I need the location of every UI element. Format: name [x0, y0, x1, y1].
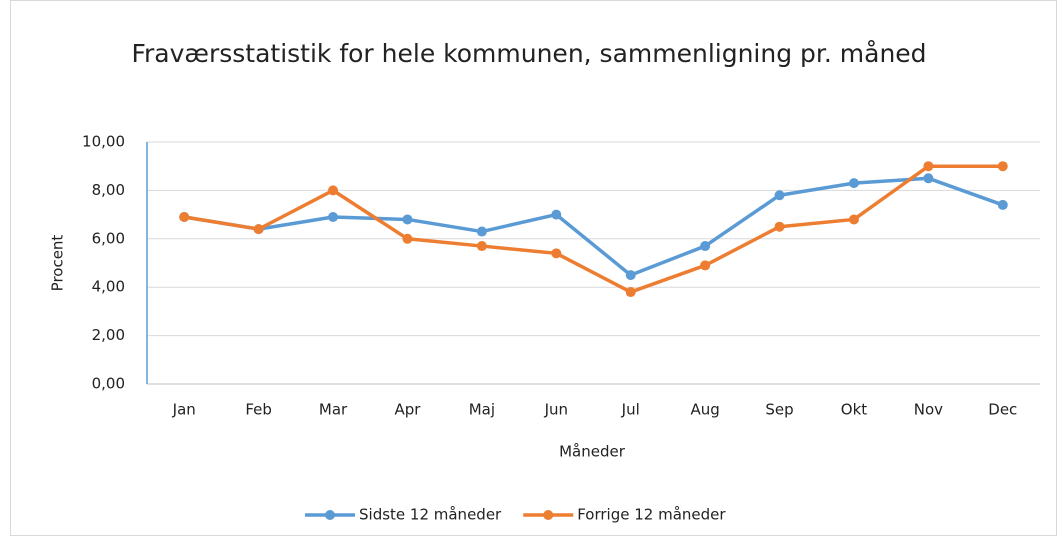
legend-label: Sidste 12 måneder	[359, 506, 502, 524]
legend-marker	[325, 510, 335, 520]
chart-title: Fraværsstatistik for hele kommunen, samm…	[131, 39, 927, 68]
data-point	[328, 185, 339, 196]
data-point	[923, 161, 934, 172]
x-tick-label: Okt	[841, 401, 867, 419]
data-point	[253, 224, 264, 235]
x-tick-label: Aug	[690, 401, 719, 419]
data-point	[476, 241, 487, 252]
data-point	[700, 260, 711, 271]
series-line	[183, 164, 1003, 294]
x-tick-label: Apr	[394, 401, 421, 419]
data-point	[997, 199, 1008, 210]
data-point	[848, 178, 859, 189]
data-point	[625, 287, 636, 298]
data-point	[625, 270, 636, 281]
x-tick-label: Dec	[988, 401, 1017, 419]
y-tick-label: 8,00	[92, 181, 125, 199]
x-tick-label: Jul	[621, 401, 640, 419]
data-point	[476, 226, 487, 237]
data-point	[551, 248, 562, 259]
x-tick-label: Feb	[245, 401, 272, 419]
y-tick-label: 6,00	[92, 229, 125, 247]
x-tick-label: Jan	[172, 401, 196, 419]
data-point	[923, 173, 934, 184]
data-point	[179, 212, 190, 223]
data-point	[402, 233, 413, 244]
x-tick-label: Jun	[544, 401, 568, 419]
y-tick-label: 4,00	[92, 278, 125, 296]
x-axis-label: Måneder	[559, 443, 626, 461]
series-line	[183, 176, 1004, 277]
chart-border	[10, 0, 1057, 536]
x-tick-label: Mar	[319, 401, 348, 419]
data-point	[551, 209, 562, 220]
y-axis-label: Procent	[49, 235, 67, 292]
data-point	[402, 214, 413, 225]
y-tick-label: 2,00	[92, 326, 125, 344]
data-point	[328, 212, 339, 223]
y-tick-label: 0,00	[92, 375, 125, 393]
data-point	[774, 221, 785, 232]
x-tick-label: Nov	[914, 401, 943, 419]
y-tick-label: 10,00	[82, 133, 125, 151]
x-tick-label: Maj	[469, 401, 495, 419]
data-point	[774, 190, 785, 201]
data-point	[997, 161, 1008, 172]
data-point	[700, 241, 711, 252]
data-point	[848, 214, 859, 225]
x-tick-label: Sep	[765, 401, 793, 419]
legend-label: Forrige 12 måneder	[577, 506, 726, 524]
legend-marker	[543, 510, 554, 520]
